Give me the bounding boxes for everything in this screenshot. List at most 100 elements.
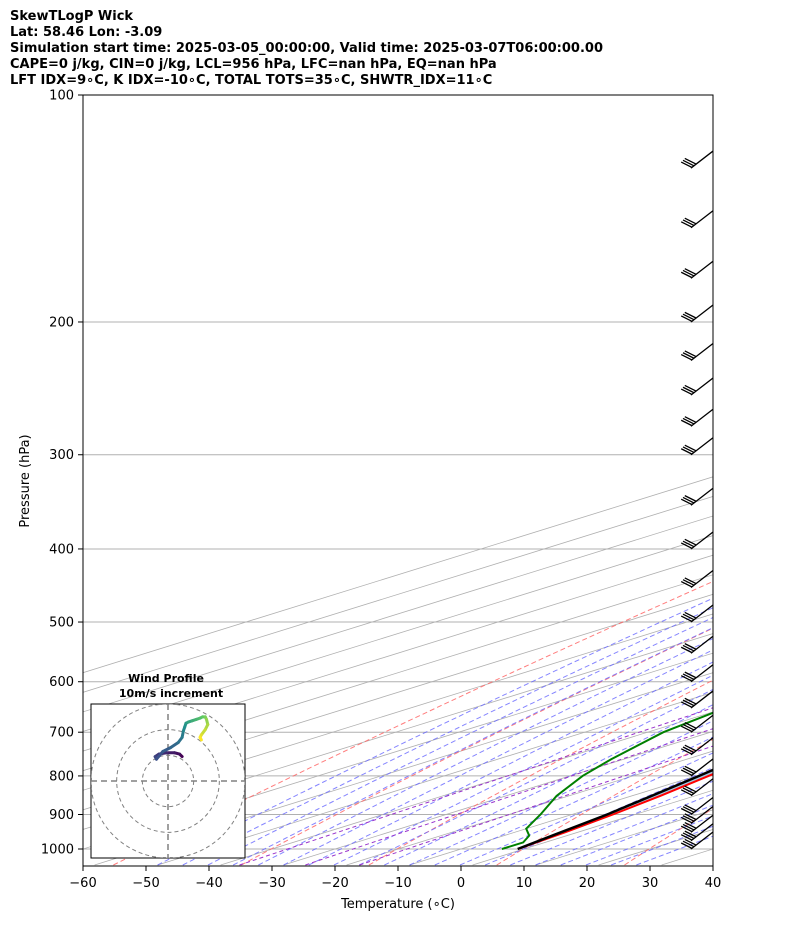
- isotherm-line: [83, 593, 713, 791]
- wind-barb-flag: [680, 748, 693, 755]
- wind-profile-inset: Wind Profile 10m/s increment: [90, 672, 246, 859]
- title-line-5: LFT IDX=9∘C, K IDX=-10∘C, TOTAL TOTS=35∘…: [10, 73, 493, 88]
- wind-barb-flag: [684, 765, 697, 773]
- isotherm-line: [83, 652, 713, 850]
- x-tick-label: 40: [705, 876, 722, 891]
- wind-barb: [680, 664, 714, 683]
- wind-barb-flag: [682, 386, 695, 394]
- wind-barb-flag: [680, 448, 693, 455]
- wind-barb-staff: [690, 778, 714, 797]
- wind-barb-staff: [690, 487, 714, 506]
- hodograph-segment: [198, 735, 203, 742]
- wind-barb-staff: [690, 758, 714, 777]
- moist-adiabat: [560, 804, 713, 866]
- wind-barb-flag: [680, 807, 693, 815]
- wind-barb-flag: [684, 830, 697, 838]
- x-tick-label: −10: [384, 876, 411, 891]
- wind-barb: [680, 150, 714, 169]
- wind-barb-flag: [680, 842, 693, 850]
- isotherm-line: [94, 672, 713, 866]
- isotherm-line: [283, 731, 713, 866]
- wind-barb: [680, 737, 714, 756]
- x-tick-label: −40: [195, 876, 222, 891]
- wind-barb-flag: [680, 388, 693, 396]
- wind-barb-flag: [684, 722, 697, 729]
- title-line-1: SkewTLogP Wick: [10, 9, 134, 24]
- isotherm-line: [157, 691, 713, 866]
- y-tick-label: 700: [49, 726, 74, 741]
- y-tick-label: 1000: [41, 843, 74, 858]
- wind-barb-flag: [680, 615, 693, 623]
- moist-adiabat: [333, 674, 713, 866]
- wind-barb-flag: [684, 495, 697, 502]
- wind-barb-flag: [680, 271, 693, 279]
- wind-barb-flag: [680, 542, 693, 550]
- wind-barb-flag: [682, 699, 695, 707]
- wind-barb: [680, 823, 714, 842]
- wind-barb-flag: [682, 644, 695, 652]
- wind-barb-flag: [682, 673, 695, 681]
- mixing-ratio-line: [239, 707, 713, 866]
- wind-barb-flag: [684, 384, 697, 392]
- wind-barb-flag: [684, 697, 697, 705]
- wind-barb-staff: [690, 437, 714, 456]
- wind-barb-staff: [690, 823, 714, 842]
- x-tick-label: 0: [457, 876, 465, 891]
- wind-barb-flag: [682, 579, 695, 586]
- wind-barb-staff: [690, 377, 714, 396]
- wind-barb-flag: [682, 767, 695, 775]
- wind-barb-staff: [690, 690, 714, 709]
- wind-barb-flag: [684, 744, 697, 752]
- dewpoint-line: [501, 711, 713, 850]
- wind-barb-staff: [690, 814, 714, 833]
- wind-barb-flag: [682, 613, 695, 621]
- wind-barb-flag: [682, 446, 695, 454]
- y-tick-label: 500: [49, 616, 74, 631]
- moist-adiabat: [207, 616, 713, 866]
- wind-barb: [680, 778, 714, 797]
- wind-barb: [680, 814, 714, 833]
- wind-barbs: [680, 150, 714, 850]
- x-axis-label: Temperature (∘C): [340, 897, 455, 912]
- moist-adiabat: [358, 688, 713, 866]
- x-tick-label: −30: [258, 876, 285, 891]
- wind-barb-flag: [682, 313, 695, 321]
- wind-barb-flag: [682, 219, 695, 227]
- wind-barb-flag: [684, 643, 697, 650]
- hodograph-segment: [169, 741, 180, 750]
- dry-adiabat: [368, 679, 713, 866]
- wind-barb-flag: [680, 816, 693, 824]
- wind-barb-flag: [684, 538, 697, 546]
- wind-barb-flag: [684, 350, 697, 358]
- title-line-2: Lat: 58.46 Lon: -3.09: [10, 25, 163, 40]
- wind-barb-flag: [684, 813, 697, 820]
- wind-barb-staff: [690, 664, 714, 683]
- y-axis-ticks: 100 200 300 400 500 600 700 800 900 1000: [41, 89, 83, 858]
- x-tick-label: 10: [516, 876, 533, 891]
- y-tick-label: 600: [49, 675, 74, 690]
- y-tick-label: 800: [49, 769, 74, 784]
- moist-adiabat: [157, 597, 713, 866]
- wind-barb-flag: [680, 315, 693, 323]
- wind-barb-flag: [680, 221, 693, 228]
- wind-barb-staff: [690, 604, 714, 623]
- wind-barb-flag: [680, 498, 693, 506]
- isotherm-line: [220, 711, 713, 866]
- wind-barb-flag: [680, 725, 693, 733]
- wind-barb: [680, 570, 714, 589]
- y-axis-label: Pressure (hPa): [18, 434, 33, 527]
- wind-barb-flag: [680, 701, 693, 709]
- wind-barb-flag: [682, 823, 695, 831]
- wind-barb-flag: [682, 832, 695, 839]
- wind-barb-flag: [684, 822, 697, 829]
- wind-barb: [680, 805, 714, 824]
- wind-barb-flag: [684, 268, 697, 275]
- wind-barb-flag: [680, 834, 693, 841]
- isotherm-line: [83, 476, 713, 674]
- wind-barb-staff: [690, 304, 714, 323]
- isotherm-line: [83, 613, 713, 811]
- wind-barb-staff: [690, 805, 714, 824]
- wind-barb-flag: [680, 769, 693, 777]
- dry-adiabats: [113, 580, 713, 866]
